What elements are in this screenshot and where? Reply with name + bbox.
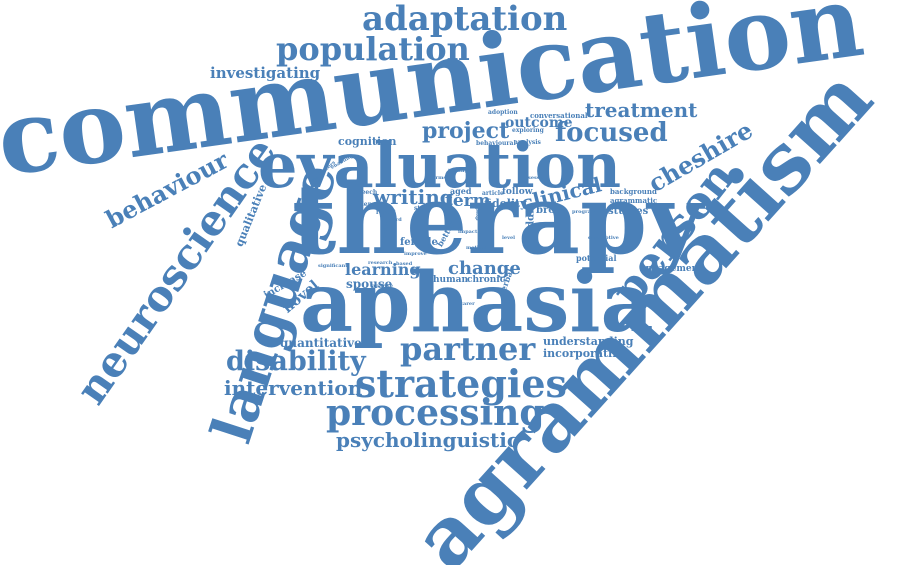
word-intervention: intervention: [224, 376, 363, 400]
word-exploring: exploring: [512, 127, 544, 134]
word-processing: processing: [326, 392, 545, 434]
word-enhance: enhance: [562, 216, 570, 246]
word-aged: aged: [450, 186, 472, 196]
word-therapy: therapy: [292, 163, 703, 276]
word-broca: broca: [536, 205, 568, 216]
word-improve: improve: [404, 251, 427, 257]
word-studies: studies: [608, 206, 649, 217]
word-strategies: strategies: [355, 361, 567, 406]
word-forms: forms: [430, 175, 447, 181]
word-understanding: understanding: [543, 335, 634, 348]
word-dyads: dyads: [474, 204, 481, 221]
word-level: level: [502, 235, 516, 241]
word-follow: follow: [502, 187, 533, 197]
word-carer: carer: [460, 301, 475, 307]
word-change: change: [448, 258, 521, 279]
word-adaptation: adaptation: [362, 0, 568, 39]
word-method: method: [466, 245, 488, 251]
word-word: word: [388, 217, 402, 223]
word-fidelity: fidelity: [484, 197, 527, 210]
word-programme: programme: [572, 209, 605, 215]
word-behavioural: behavioural: [476, 140, 516, 147]
word-quantitative: quantitative: [280, 336, 362, 350]
word-study: study: [414, 205, 433, 212]
word-research: research: [368, 260, 393, 266]
word-incorporating: incorporating: [543, 347, 628, 360]
word-potential: potential: [576, 253, 617, 263]
word-adoption: adoption: [488, 109, 518, 116]
word-focused: focused: [555, 118, 668, 148]
word-session: session: [528, 175, 549, 181]
word-analyse: analyse: [372, 283, 393, 289]
word-spouse: spouse: [346, 277, 393, 291]
word-speech: speech: [354, 189, 378, 196]
word-aphasia: aphasia: [300, 255, 654, 351]
word-investigating: investigating: [210, 64, 321, 82]
word-based: based: [396, 261, 413, 267]
word-psycholinguistic: psycholinguistic: [336, 428, 520, 452]
word-agrammatic: agrammatic: [610, 196, 658, 205]
word-treatment: treatment: [585, 98, 698, 122]
word-female: female: [400, 237, 438, 248]
word-talking: talking: [448, 168, 468, 174]
word-human: human: [433, 275, 468, 285]
word-engagement: engagement: [640, 264, 703, 274]
word-learning: learning: [345, 260, 421, 279]
word-significant: significant: [318, 263, 348, 269]
word-chronic: chronic: [467, 275, 506, 285]
word-result: result: [376, 209, 396, 216]
word-analysis: analysis: [514, 139, 541, 146]
word-evaluation: evaluation: [258, 129, 622, 202]
word-cognition: cognition: [338, 135, 397, 148]
word-disability: disability: [226, 346, 366, 377]
word-conversational: conversational: [530, 111, 588, 120]
word-project: project: [422, 118, 510, 144]
word-middle: middle: [525, 203, 537, 243]
word-background: background: [610, 187, 657, 196]
word-descriptive: descriptive: [588, 235, 619, 241]
word-evidence: evidence: [350, 201, 380, 208]
word-partner: partner: [400, 330, 536, 368]
word-impact: impact: [458, 229, 478, 235]
word-term: term: [445, 191, 491, 211]
word-outcome: outcome: [505, 115, 573, 131]
word-article: article: [482, 190, 504, 197]
word-population: population: [276, 30, 470, 68]
word-writing: writing: [373, 185, 454, 209]
